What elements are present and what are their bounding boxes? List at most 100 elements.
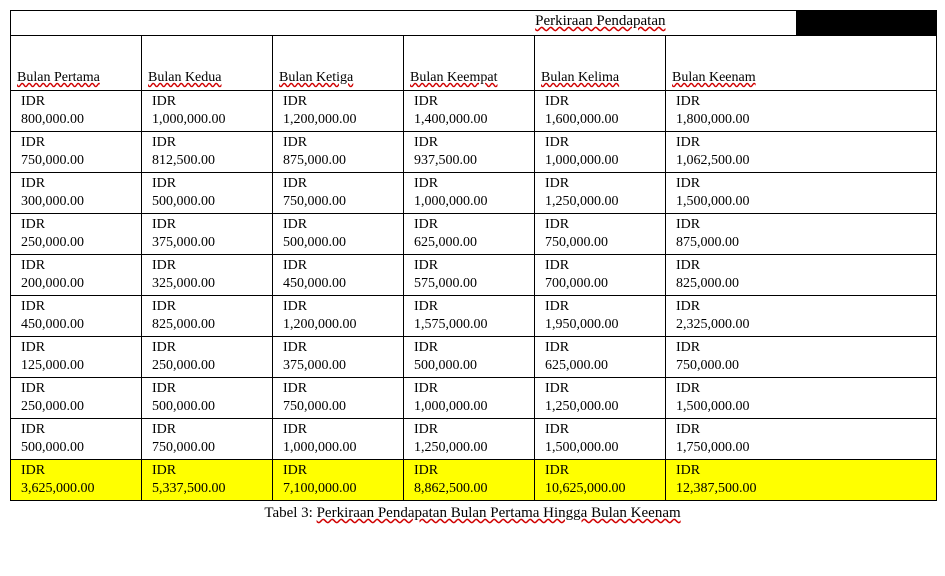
currency-label: IDR xyxy=(676,257,930,275)
cell: IDR825,000.00 xyxy=(666,255,936,294)
currency-label: IDR xyxy=(545,134,659,152)
amount: 750,000.00 xyxy=(152,439,266,457)
currency-label: IDR xyxy=(283,380,397,398)
currency-label: IDR xyxy=(152,339,266,357)
amount: 500,000.00 xyxy=(283,234,397,252)
amount: 825,000.00 xyxy=(152,316,266,334)
amount: 825,000.00 xyxy=(676,275,930,293)
amount: 450,000.00 xyxy=(283,275,397,293)
cell: IDR750,000.00 xyxy=(142,419,272,458)
cell: IDR1,500,000.00 xyxy=(535,419,665,458)
currency-label: IDR xyxy=(283,298,397,316)
cell: IDR750,000.00 xyxy=(11,132,141,171)
cell: IDR875,000.00 xyxy=(273,132,403,171)
cell: IDR1,200,000.00 xyxy=(273,296,403,335)
amount: 500,000.00 xyxy=(21,439,135,457)
cell: IDR500,000.00 xyxy=(273,214,403,253)
currency-label: IDR xyxy=(676,134,930,152)
currency-label: IDR xyxy=(283,462,397,480)
col-header-2: Bulan Kedua xyxy=(148,70,221,86)
total-cell: IDR8,862,500.00 xyxy=(404,460,534,499)
table-row: IDR750,000.00IDR812,500.00IDR875,000.00I… xyxy=(11,132,937,173)
amount: 937,500.00 xyxy=(414,152,528,170)
currency-label: IDR xyxy=(283,216,397,234)
currency-label: IDR xyxy=(21,216,135,234)
amount: 750,000.00 xyxy=(21,152,135,170)
table-row: IDR250,000.00IDR500,000.00IDR750,000.00I… xyxy=(11,378,937,419)
table-caption: Tabel 3: Perkiraan Pendapatan Bulan Pert… xyxy=(10,505,935,522)
currency-label: IDR xyxy=(414,93,528,111)
table-row: IDR125,000.00IDR250,000.00IDR375,000.00I… xyxy=(11,337,937,378)
cell: IDR375,000.00 xyxy=(142,214,272,253)
cell: IDR500,000.00 xyxy=(11,419,141,458)
col-header-5: Bulan Kelima xyxy=(541,70,619,86)
table-title: Perkiraan Pendapatan xyxy=(11,11,666,30)
cell: IDR1,250,000.00 xyxy=(535,173,665,212)
cell: IDR875,000.00 xyxy=(666,214,936,253)
amount: 750,000.00 xyxy=(283,193,397,211)
currency-label: IDR xyxy=(21,380,135,398)
table-row: IDR200,000.00IDR325,000.00IDR450,000.00I… xyxy=(11,255,937,296)
cell: IDR1,800,000.00 xyxy=(666,91,936,130)
currency-label: IDR xyxy=(152,298,266,316)
cell: IDR937,500.00 xyxy=(404,132,534,171)
amount: 800,000.00 xyxy=(21,111,135,129)
cell: IDR250,000.00 xyxy=(142,337,272,376)
currency-label: IDR xyxy=(152,462,266,480)
amount: 500,000.00 xyxy=(152,193,266,211)
amount: 1,000,000.00 xyxy=(414,398,528,416)
cell: IDR375,000.00 xyxy=(273,337,403,376)
total-amount: 8,862,500.00 xyxy=(414,480,528,498)
amount: 1,250,000.00 xyxy=(545,193,659,211)
total-amount: 5,337,500.00 xyxy=(152,480,266,498)
cell: IDR1,250,000.00 xyxy=(404,419,534,458)
amount: 1,750,000.00 xyxy=(676,439,930,457)
currency-label: IDR xyxy=(414,257,528,275)
amount: 450,000.00 xyxy=(21,316,135,334)
cell: IDR1,062,500.00 xyxy=(666,132,936,171)
amount: 750,000.00 xyxy=(283,398,397,416)
amount: 700,000.00 xyxy=(545,275,659,293)
amount: 1,000,000.00 xyxy=(283,439,397,457)
currency-label: IDR xyxy=(414,216,528,234)
currency-label: IDR xyxy=(676,339,930,357)
table-row: IDR 800,000.00 IDR1,000,000.00IDR1,200,000… xyxy=(11,91,937,132)
currency-label: IDR xyxy=(414,134,528,152)
amount: 750,000.00 xyxy=(545,234,659,252)
cell: IDR1,000,000.00 xyxy=(404,173,534,212)
cell: IDR1,000,000.00 xyxy=(404,378,534,417)
title-row: Perkiraan Pendapatan xyxy=(11,11,937,36)
cell: IDR1,400,000.00 xyxy=(404,91,534,130)
header-row: Bulan Pertama Bulan Kedua Bulan Ketiga B… xyxy=(11,36,937,91)
currency-label: IDR xyxy=(676,462,930,480)
cell: IDR1,200,000.00 xyxy=(273,91,403,130)
amount: 250,000.00 xyxy=(21,234,135,252)
totals-row: IDR3,625,000.00IDR5,337,500.00IDR7,100,0… xyxy=(11,460,937,501)
amount: 500,000.00 xyxy=(414,357,528,375)
currency-label: IDR xyxy=(152,175,266,193)
currency-label: IDR xyxy=(545,339,659,357)
amount: 1,950,000.00 xyxy=(545,316,659,334)
amount: 1,800,000.00 xyxy=(676,111,930,129)
cell: IDR1,500,000.00 xyxy=(666,173,936,212)
total-amount: 3,625,000.00 xyxy=(21,480,135,498)
cell: IDR750,000.00 xyxy=(666,337,936,376)
currency-label: IDR xyxy=(545,175,659,193)
currency-label: IDR xyxy=(152,134,266,152)
cell: IDR1,000,000.00 xyxy=(142,91,272,130)
cell: IDR125,000.00 xyxy=(11,337,141,376)
amount: 1,000,000.00 xyxy=(545,152,659,170)
cell: IDR1,575,000.00 xyxy=(404,296,534,335)
currency-label: IDR xyxy=(283,175,397,193)
currency-label: IDR xyxy=(414,339,528,357)
amount: 250,000.00 xyxy=(152,357,266,375)
total-cell: IDR12,387,500.00 xyxy=(666,460,936,499)
amount: 1,200,000.00 xyxy=(283,111,397,129)
currency-label: IDR xyxy=(676,175,930,193)
cell: IDR500,000.00 xyxy=(404,337,534,376)
currency-label: IDR xyxy=(545,298,659,316)
table-row: IDR300,000.00IDR500,000.00IDR750,000.00I… xyxy=(11,173,937,214)
amount: 875,000.00 xyxy=(283,152,397,170)
amount: 1,500,000.00 xyxy=(545,439,659,457)
cell: IDR500,000.00 xyxy=(142,173,272,212)
